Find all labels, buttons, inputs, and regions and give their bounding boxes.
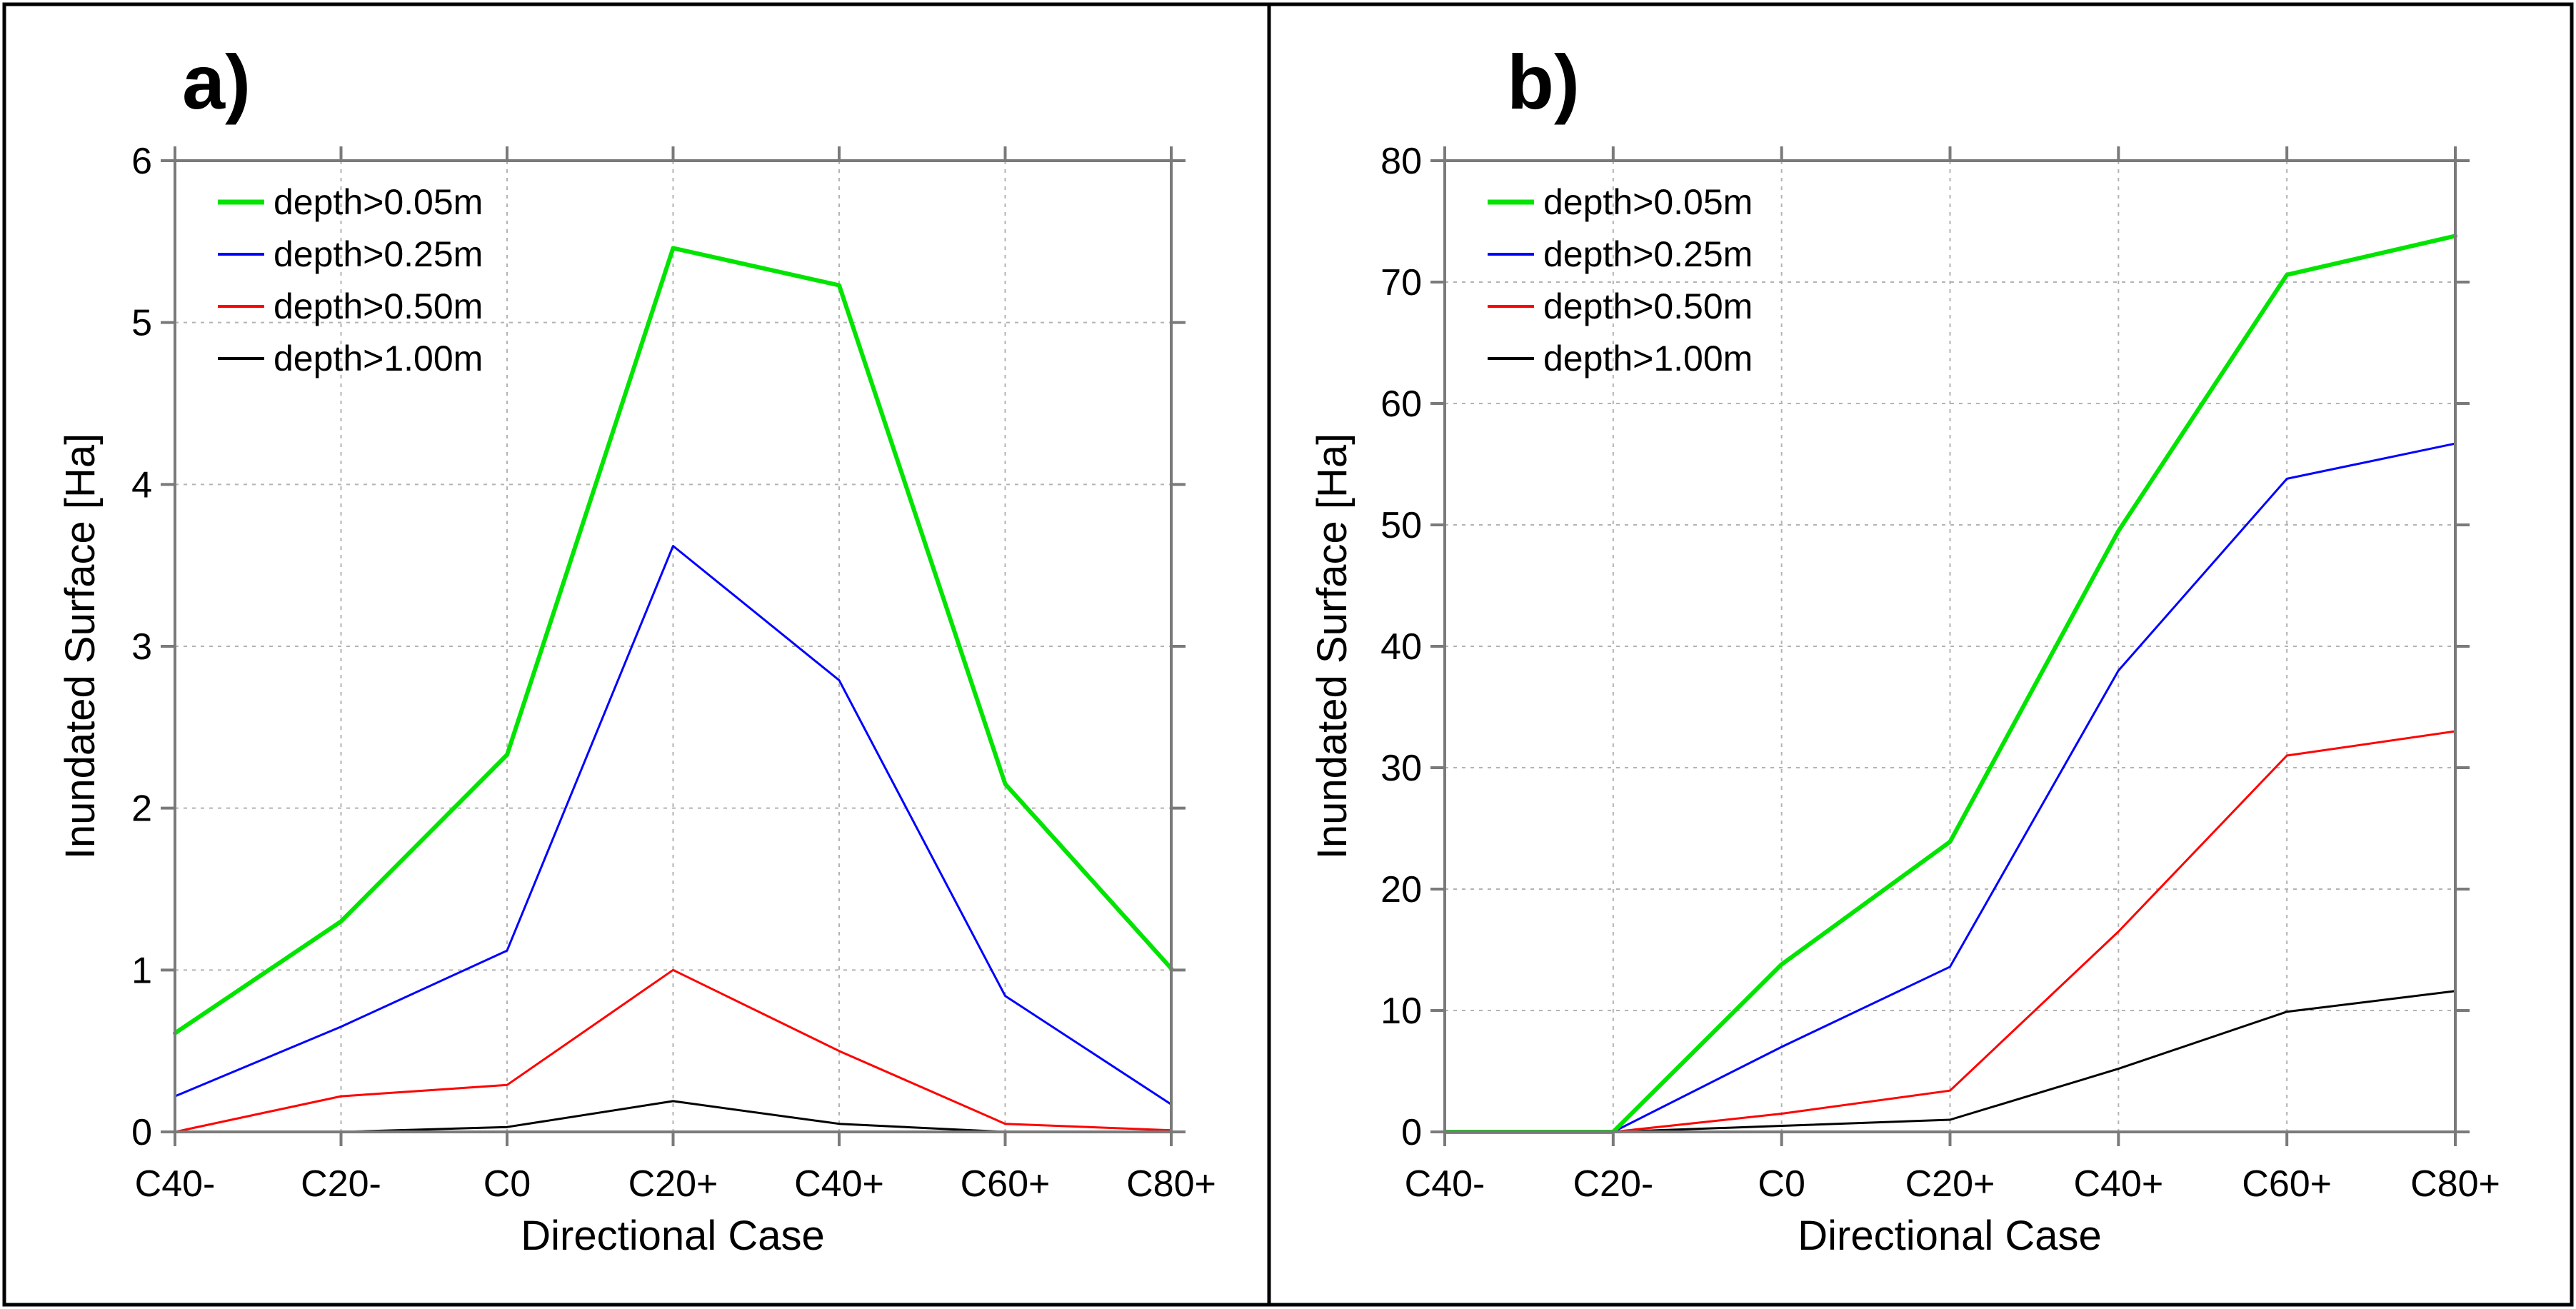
panel-a-y-tick-label: 0: [131, 1112, 152, 1153]
panel-b-y-tick-label: 70: [1380, 262, 1422, 304]
panel-b-x-tick-label: C20-: [1573, 1163, 1653, 1205]
panel-b-legend: depth>0.05m depth>0.25m depth>0.50m depth>1…: [1488, 182, 1753, 378]
panel-a-legend: depth>0.05m depth>0.25m depth>0.50m depth>1…: [218, 182, 483, 378]
panel-a-y-tick-label: 1: [131, 950, 152, 991]
panel-a-legend-label: depth>0.50m: [274, 286, 483, 326]
panel-b-y-tick-label: 60: [1380, 383, 1422, 425]
panel-a-x-tick-label: C40+: [794, 1163, 884, 1205]
panel-b-legend-label: depth>1.00m: [1543, 338, 1753, 378]
panel-b-x-tick-label: C0: [1758, 1163, 1805, 1205]
panel-b-y-tick-label: 10: [1380, 990, 1422, 1032]
panel-a-letter: a): [182, 39, 251, 125]
panel-a-y-tick-label: 6: [131, 141, 152, 182]
panel-b-y-tick-label: 80: [1380, 141, 1422, 182]
panel-b-x-axis-title: Directional Case: [1798, 1213, 2102, 1259]
panel-a-y-axis-title: Inundated Surface [Ha]: [57, 433, 104, 860]
panel-a-x-tick-label: C0: [483, 1163, 531, 1205]
panel-a-y-tick-label: 3: [131, 626, 152, 668]
panel-b-x-tick-label: C40+: [2073, 1163, 2163, 1205]
panel-a-x-tick-label: C20+: [628, 1163, 718, 1205]
panel-a-y-tick-label: 4: [131, 464, 152, 506]
figure: a) C40- C20- C0 C20+ C40+ C60+ C80+ 0 1 2 3 4 5 6 dep…: [0, 0, 2576, 1309]
panel-a-x-axis-title: Directional Case: [521, 1213, 825, 1259]
panel-b: b) C40- C20- C0 C20+ C40+ C60+ C80+ 0 10 20 30 40 50…: [1309, 39, 2500, 1259]
panel-b-x-tick-label: C60+: [2242, 1163, 2332, 1205]
panel-b-y-axis-title: Inundated Surface [Ha]: [1309, 433, 1355, 860]
panel-b-x-tick-label: C20+: [1905, 1163, 1995, 1205]
panel-a: a) C40- C20- C0 C20+ C40+ C60+ C80+ 0 1 2 3 4 5 6 dep…: [57, 39, 1216, 1259]
panel-b-y-tick-label: 50: [1380, 505, 1422, 546]
panel-a-x-tick-label: C60+: [961, 1163, 1051, 1205]
panel-b-legend-label: depth>0.50m: [1543, 286, 1753, 326]
panel-a-legend-label: depth>1.00m: [274, 338, 483, 378]
panel-a-y-tick-label: 5: [131, 303, 152, 344]
panel-b-y-tick-label: 40: [1380, 626, 1422, 668]
panel-b-y-tick-label: 0: [1401, 1112, 1422, 1153]
panel-a-x-tick-label: C80+: [1126, 1163, 1216, 1205]
panel-b-y-tick-label: 20: [1380, 869, 1422, 911]
panel-a-legend-label: depth>0.25m: [274, 234, 483, 274]
panel-b-x-tick-label: C40-: [1405, 1163, 1485, 1205]
panel-b-legend-label: depth>0.25m: [1543, 234, 1753, 274]
panel-b-y-tick-label: 30: [1380, 748, 1422, 789]
panel-a-lines: [175, 248, 1171, 1132]
panel-a-x-tick-label: C40-: [135, 1163, 216, 1205]
panel-a-legend-label: depth>0.05m: [274, 182, 483, 222]
panel-a-x-tick-label: C20-: [301, 1163, 381, 1205]
panel-b-legend-label: depth>0.05m: [1543, 182, 1753, 222]
panel-b-x-tick-label: C80+: [2410, 1163, 2500, 1205]
panel-b-letter: b): [1507, 39, 1580, 125]
panel-a-y-tick-label: 2: [131, 788, 152, 830]
